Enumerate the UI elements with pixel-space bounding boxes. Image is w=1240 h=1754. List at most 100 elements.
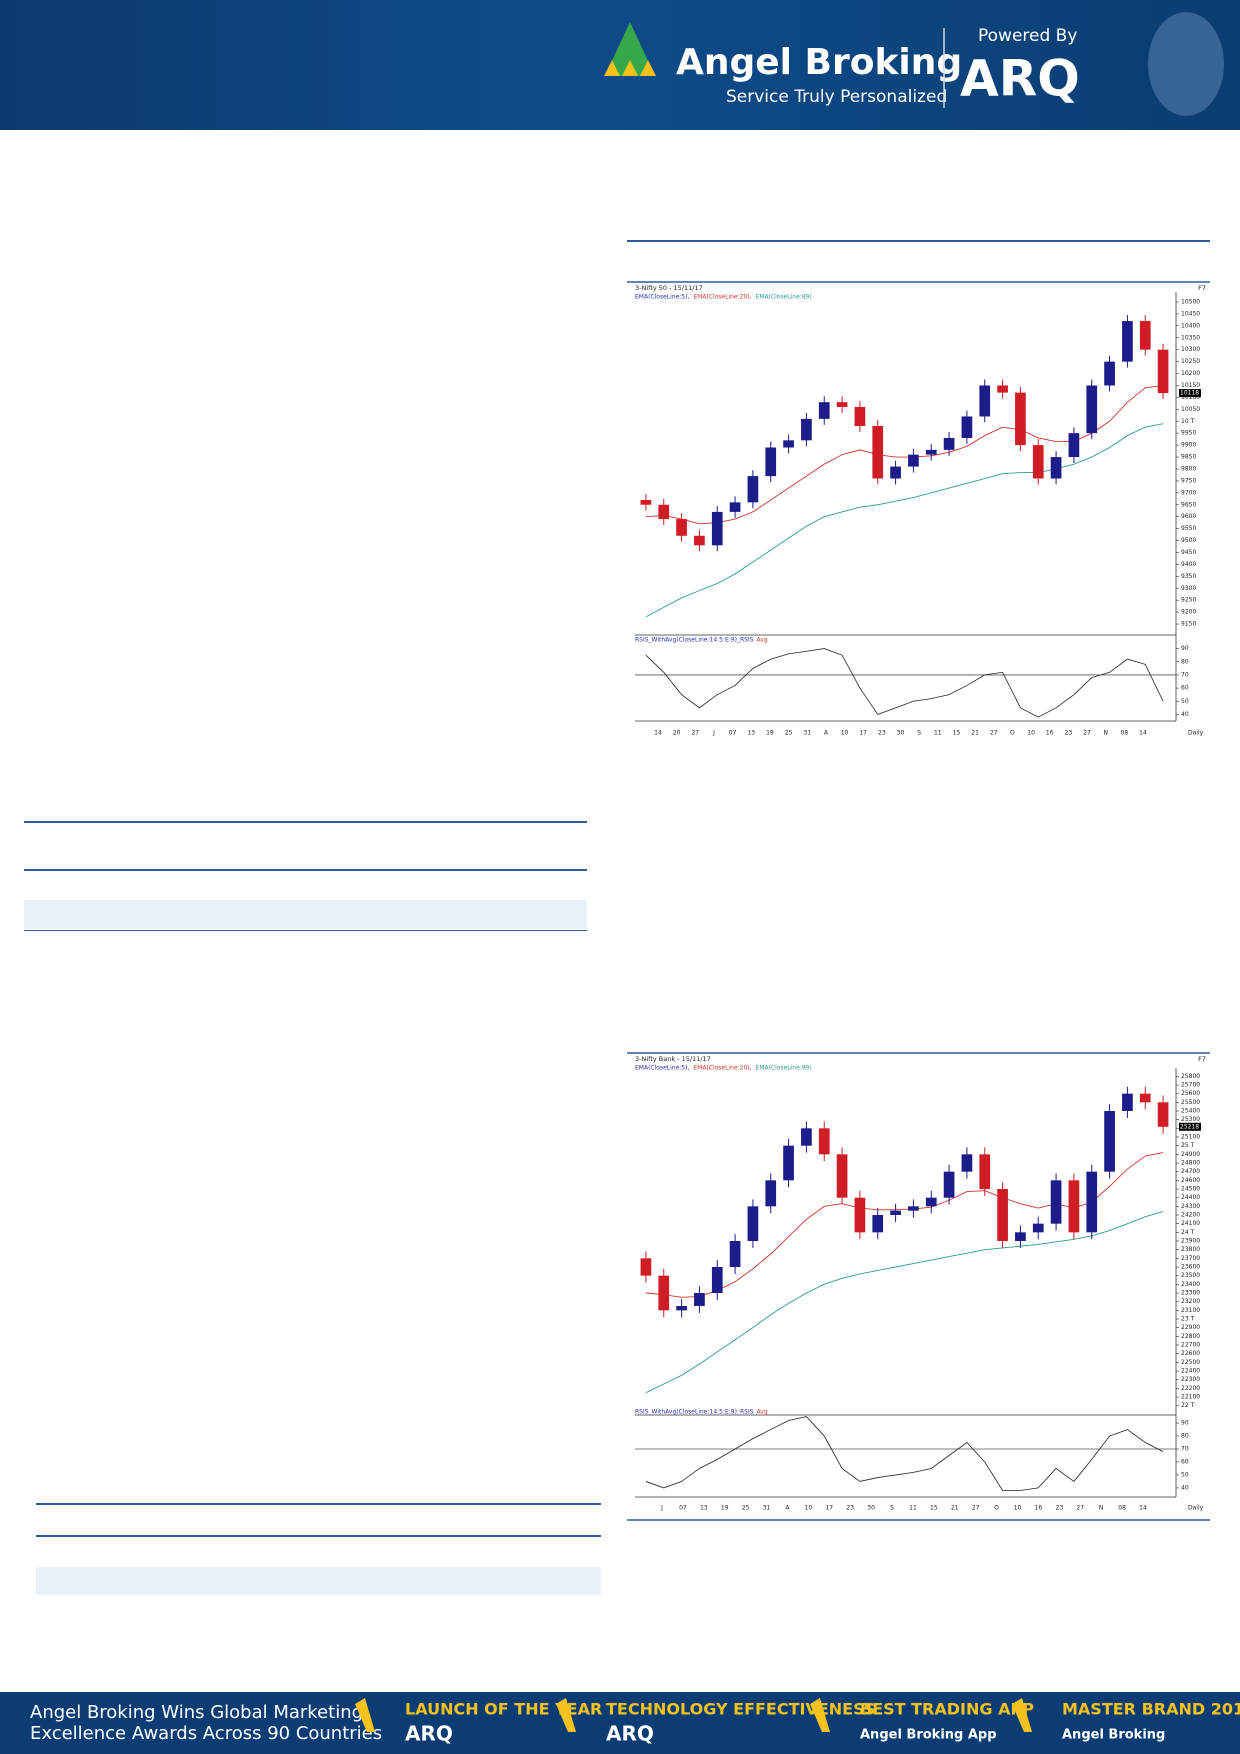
y-tick-label: 22100 — [1181, 1394, 1200, 1401]
x-tick-label: 20 — [673, 730, 681, 737]
y-tick-label: 25600 — [1181, 1090, 1200, 1097]
x-tick-label: 30 — [897, 730, 905, 737]
x-tick-label: 27 — [691, 730, 699, 737]
x-tick-label: 27 — [1076, 1505, 1084, 1512]
y-tick-label: 24700 — [1181, 1168, 1200, 1175]
oscillator-label: RSIS_WithAvg(CloseLine:14:5:E:9)_RSIS — [635, 1409, 754, 1416]
table-band — [24, 900, 587, 929]
candle-body — [997, 1189, 1008, 1241]
osc-tick-label: 50 — [1181, 1471, 1189, 1478]
y-tick-label: 25400 — [1181, 1108, 1200, 1115]
y-tick-label: 9300 — [1181, 585, 1196, 592]
y-tick-label: 10050 — [1181, 406, 1200, 413]
candle-body — [783, 1145, 794, 1181]
table-rule — [24, 821, 587, 823]
rsi-line — [645, 648, 1164, 718]
y-tick-label: 22400 — [1181, 1368, 1200, 1375]
award-sub: ARQ — [405, 1722, 453, 1746]
y-tick-label: 22600 — [1181, 1350, 1200, 1357]
candle-body — [1122, 1093, 1133, 1111]
candle-body — [908, 454, 919, 467]
y-tick-label: 23900 — [1181, 1238, 1200, 1245]
candle-body — [925, 449, 937, 455]
y-tick-label: 10 T — [1181, 418, 1195, 425]
osc-tick-label: 70 — [1181, 671, 1189, 678]
y-tick-label: 24500 — [1181, 1186, 1200, 1193]
x-tick-label: 07 — [729, 730, 737, 737]
candle-body — [890, 1210, 901, 1215]
x-tick-label: N — [1103, 730, 1108, 737]
y-tick-label: 9450 — [1181, 549, 1196, 556]
y-tick-label: 9500 — [1181, 537, 1196, 544]
x-tick-label: 21 — [951, 1505, 959, 1512]
x-tick-label: 27 — [990, 730, 998, 737]
y-tick-label: 9550 — [1181, 525, 1196, 532]
last-price: 10118 — [1180, 390, 1199, 397]
y-tick-label: 24600 — [1181, 1177, 1200, 1184]
y-tick-label: 9150 — [1181, 621, 1196, 628]
y-tick-label: 9650 — [1181, 501, 1196, 508]
candle-body — [836, 402, 848, 407]
candle-body — [854, 406, 866, 427]
x-tick-label: 16 — [1035, 1505, 1043, 1512]
y-tick-label: 9750 — [1181, 477, 1196, 484]
indicator-legend: EMA(CloseLine:20), — [693, 1065, 751, 1072]
candle-body — [711, 511, 723, 546]
osc-tick-label: 60 — [1181, 1458, 1189, 1465]
candle-body — [1104, 1111, 1115, 1172]
oscillator-avg-label: Avg — [757, 1409, 768, 1416]
award-sub: Angel Broking — [1062, 1728, 1165, 1743]
x-tick-label: 31 — [803, 730, 811, 737]
candle-body — [943, 1171, 955, 1198]
x-tick-label: S — [917, 730, 921, 737]
candle-body — [1157, 1102, 1169, 1127]
x-tick-label: 11 — [909, 1505, 917, 1512]
x-tick-label: 10 — [1014, 1505, 1022, 1512]
candle-body — [943, 437, 955, 450]
award-title: LAUNCH OF THE YEAR — [405, 1700, 602, 1719]
stock-chart: 3-Nifty Bank - 15/11/17 F7 EMA(CloseLine:5… — [627, 1052, 1210, 1521]
y-tick-label: 24100 — [1181, 1220, 1200, 1227]
x-tick-label: 21 — [971, 730, 979, 737]
y-tick-label: 10200 — [1181, 370, 1200, 377]
candle-body — [1015, 1232, 1026, 1241]
ema20-line — [645, 1152, 1164, 1298]
candle-body — [1015, 392, 1026, 446]
candle-body — [1050, 1180, 1062, 1224]
y-tick-label: 22700 — [1181, 1342, 1200, 1349]
x-tick-label: 16 — [1046, 730, 1054, 737]
candle-body — [961, 416, 973, 438]
candle-body — [711, 1267, 723, 1293]
candle-body — [1032, 1223, 1044, 1233]
candle-body — [1122, 321, 1133, 362]
y-tick-label: 22200 — [1181, 1385, 1200, 1392]
candle-body — [818, 1128, 830, 1155]
y-tick-label: 25100 — [1181, 1134, 1200, 1141]
candle-body — [1157, 349, 1169, 394]
candle-body — [997, 385, 1008, 393]
footer-banner: Angel Broking Wins Global Marketing Exce… — [0, 1692, 1240, 1754]
table-rule — [36, 1535, 601, 1537]
x-tick-label: 10 — [805, 1505, 813, 1512]
candle-body — [676, 519, 687, 536]
chart-corner: F7 — [1198, 1055, 1206, 1063]
y-tick-label: 23400 — [1181, 1281, 1200, 1288]
candle-body — [1104, 361, 1115, 386]
indicator-legend: EMA(CloseLine:5), — [635, 1065, 689, 1072]
award-star — [556, 1698, 576, 1732]
table-rule — [24, 930, 587, 931]
header-graphics: Angel Broking Service Truly Personalized… — [604, 12, 1224, 116]
y-tick-label: 22300 — [1181, 1376, 1200, 1383]
ema20-line — [645, 385, 1164, 525]
osc-tick-label: 90 — [1181, 645, 1189, 652]
footer-line: Angel Broking Wins Global Marketing — [30, 1702, 363, 1723]
y-tick-label: 10150 — [1181, 382, 1200, 389]
x-tick-label: 08 — [1118, 1505, 1126, 1512]
section-rule — [627, 240, 1210, 242]
candle-body — [872, 1215, 884, 1233]
x-tick-label: 13 — [747, 730, 755, 737]
stock-chart: 3-Nifty 50 - 15/11/17 F7 EMA(CloseLine:5),… — [627, 281, 1210, 737]
candle-body — [979, 385, 991, 417]
x-tick-label: 19 — [721, 1505, 729, 1512]
